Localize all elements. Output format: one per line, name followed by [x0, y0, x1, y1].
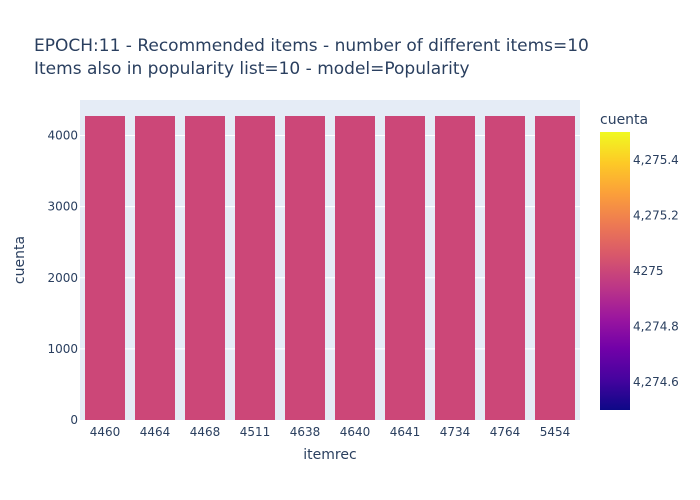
- x-tick-label: 4638: [290, 425, 321, 439]
- y-tick-labels: 0 1000 2000 3000 4000: [47, 129, 78, 427]
- chart-title-line1: EPOCH:11 - Recommended items - number of…: [34, 36, 589, 56]
- bar-4764: [485, 116, 525, 420]
- x-tick-label: 4468: [190, 425, 221, 439]
- y-tick-label: 0: [70, 413, 78, 427]
- x-tick-label: 5454: [540, 425, 571, 439]
- y-tick-label: 3000: [47, 200, 78, 214]
- x-tick-labels: 4460 4464 4468 4511 4638 4640 4641 4734 4764 5454: [90, 425, 571, 439]
- bar-4640: [335, 116, 375, 420]
- colorbar-tick-label: 4,274.6: [633, 375, 679, 389]
- y-tick-label: 1000: [47, 342, 78, 356]
- bars: [85, 116, 575, 420]
- bar-4641: [385, 116, 425, 420]
- colorbar-tick-label: 4,274.8: [633, 320, 679, 334]
- x-tick-label: 4464: [140, 425, 171, 439]
- colorbar-tick-label: 4,275.2: [633, 208, 679, 222]
- colorbar-tick-label: 4,275.4: [633, 153, 679, 167]
- bar-4734: [435, 116, 475, 420]
- bar-5454: [535, 116, 575, 420]
- y-tick-label: 4000: [47, 129, 78, 143]
- colorbar-title: cuenta: [600, 112, 648, 128]
- bar-4511: [235, 116, 275, 420]
- x-tick-label: 4764: [490, 425, 521, 439]
- x-tick-label: 4641: [390, 425, 421, 439]
- y-tick-label: 2000: [47, 271, 78, 285]
- bar-4464: [135, 116, 175, 420]
- bar-4468: [185, 116, 225, 420]
- x-tick-label: 4511: [240, 425, 271, 439]
- bar-4638: [285, 116, 325, 420]
- y-axis-title: cuenta: [12, 236, 28, 284]
- x-tick-label: 4734: [440, 425, 471, 439]
- bar-4460: [85, 116, 125, 420]
- colorbar-tick-labels: 4,274.6 4,274.8 4275 4,275.2 4,275.4: [633, 153, 679, 389]
- x-tick-label: 4460: [90, 425, 121, 439]
- x-axis-title: itemrec: [303, 447, 356, 463]
- x-tick-label: 4640: [340, 425, 371, 439]
- colorbar-tick-label: 4275: [633, 264, 664, 278]
- colorbar: [600, 132, 630, 410]
- chart-title-line2: Items also in popularity list=10 - model…: [34, 59, 470, 79]
